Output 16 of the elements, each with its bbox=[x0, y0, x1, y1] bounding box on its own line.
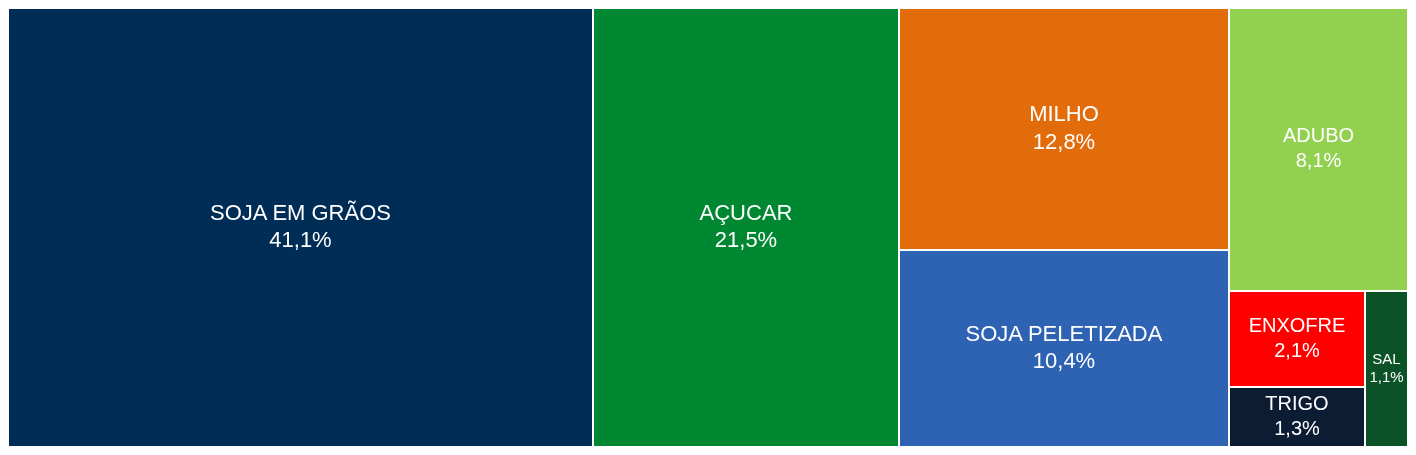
category-label: TRIGO bbox=[1265, 391, 1329, 414]
category-label: SOJA EM GRÃOS bbox=[210, 199, 391, 225]
category-label: SAL bbox=[1372, 349, 1401, 367]
category-label: AÇUCAR bbox=[699, 199, 793, 225]
data-label: 1,3% bbox=[1274, 416, 1321, 439]
data-label: 2,1% bbox=[1274, 338, 1321, 361]
category-label: ADUBO bbox=[1282, 124, 1355, 147]
category-label: SOJA PELETIZADA bbox=[965, 320, 1163, 346]
data-label: 12,8% bbox=[1032, 128, 1096, 154]
data-label: 10,4% bbox=[1032, 348, 1096, 374]
data-label: 21,5% bbox=[714, 227, 778, 253]
data-label: 41,1% bbox=[269, 227, 332, 253]
data-label: 8,1% bbox=[1295, 149, 1342, 172]
data-label: 1,1% bbox=[1369, 368, 1404, 386]
category-label: ENXOFRE bbox=[1248, 313, 1346, 336]
category-label: MILHO bbox=[1029, 101, 1099, 127]
